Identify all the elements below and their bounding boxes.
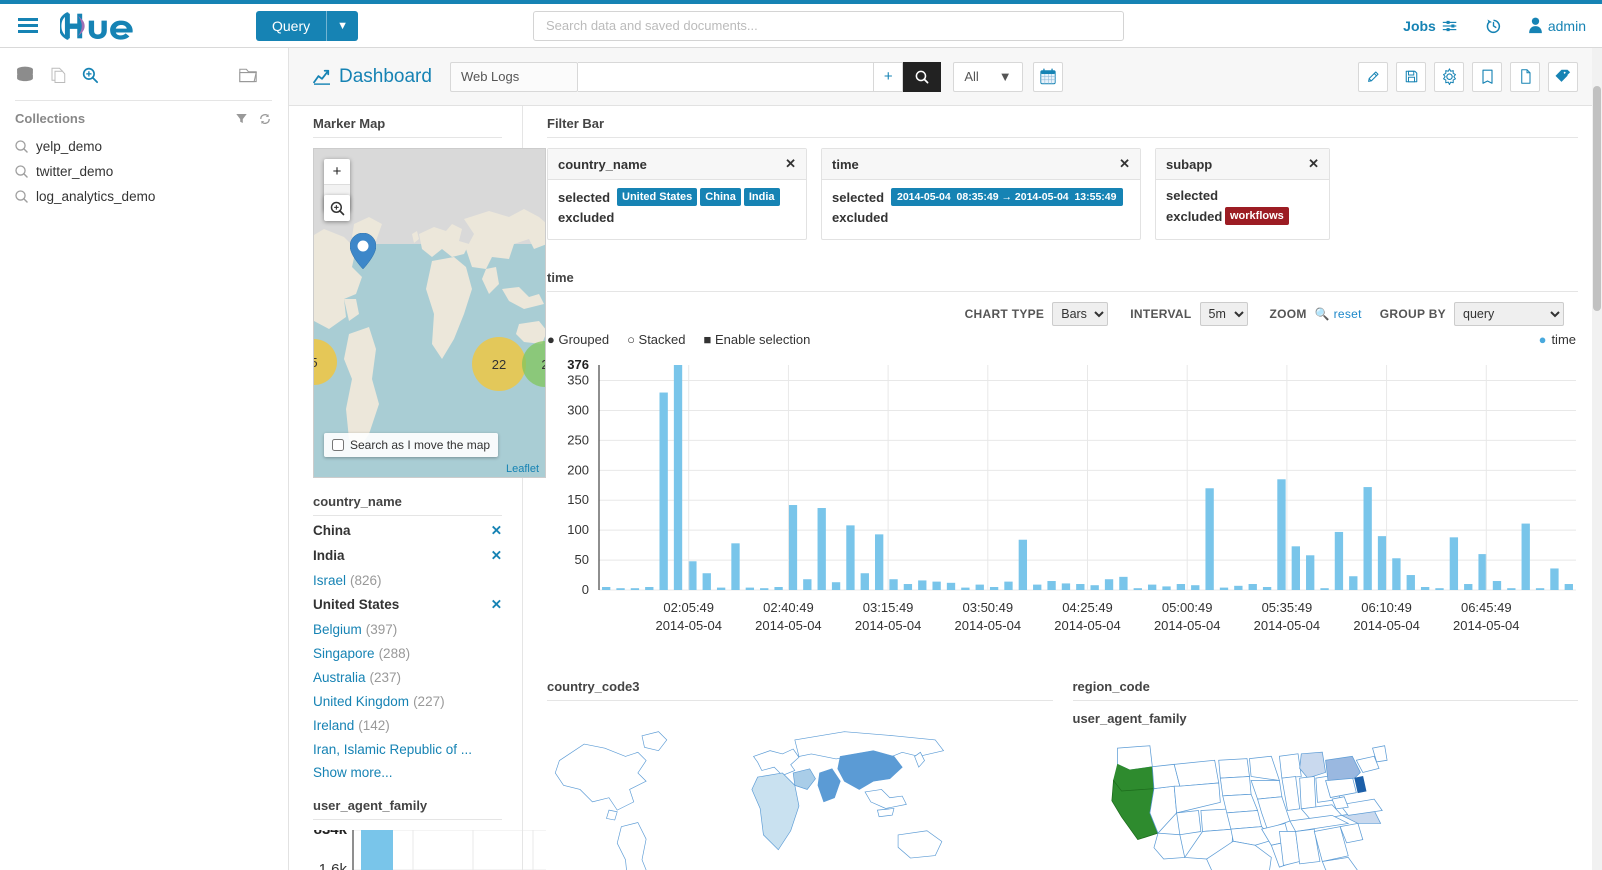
svg-text:300: 300 xyxy=(567,402,589,417)
svg-text:03:15:49: 03:15:49 xyxy=(863,600,914,615)
svg-text:2014-05-04: 2014-05-04 xyxy=(1353,618,1420,633)
svg-text:2014-05-04: 2014-05-04 xyxy=(1254,618,1321,633)
svg-text:2014-05-04: 2014-05-04 xyxy=(655,618,722,633)
svg-text:50: 50 xyxy=(575,552,589,567)
svg-text:2014-05-04: 2014-05-04 xyxy=(955,618,1022,633)
svg-text:1.834k: 1.834k xyxy=(313,830,348,838)
svg-text:350: 350 xyxy=(567,373,589,388)
svg-text:02:05:49: 02:05:49 xyxy=(663,600,714,615)
svg-text:100: 100 xyxy=(567,522,589,537)
svg-text:2014-05-04: 2014-05-04 xyxy=(1154,618,1221,633)
svg-text:04:25:49: 04:25:49 xyxy=(1062,600,1113,615)
svg-text:06:45:49: 06:45:49 xyxy=(1461,600,1512,615)
svg-text:0: 0 xyxy=(582,582,589,597)
svg-text:05:35:49: 05:35:49 xyxy=(1262,600,1313,615)
svg-text:150: 150 xyxy=(567,492,589,507)
svg-text:1.6k: 1.6k xyxy=(319,861,348,870)
svg-text:200: 200 xyxy=(567,462,589,477)
svg-text:2014-05-04: 2014-05-04 xyxy=(855,618,922,633)
svg-text:2014-05-04: 2014-05-04 xyxy=(1054,618,1121,633)
svg-text:06:10:49: 06:10:49 xyxy=(1361,600,1412,615)
svg-text:376: 376 xyxy=(567,357,589,372)
svg-text:03:50:49: 03:50:49 xyxy=(963,600,1014,615)
svg-text:02:40:49: 02:40:49 xyxy=(763,600,814,615)
svg-text:250: 250 xyxy=(567,432,589,447)
svg-text:2014-05-04: 2014-05-04 xyxy=(755,618,822,633)
svg-text:05:00:49: 05:00:49 xyxy=(1162,600,1213,615)
svg-text:2014-05-04: 2014-05-04 xyxy=(1453,618,1520,633)
